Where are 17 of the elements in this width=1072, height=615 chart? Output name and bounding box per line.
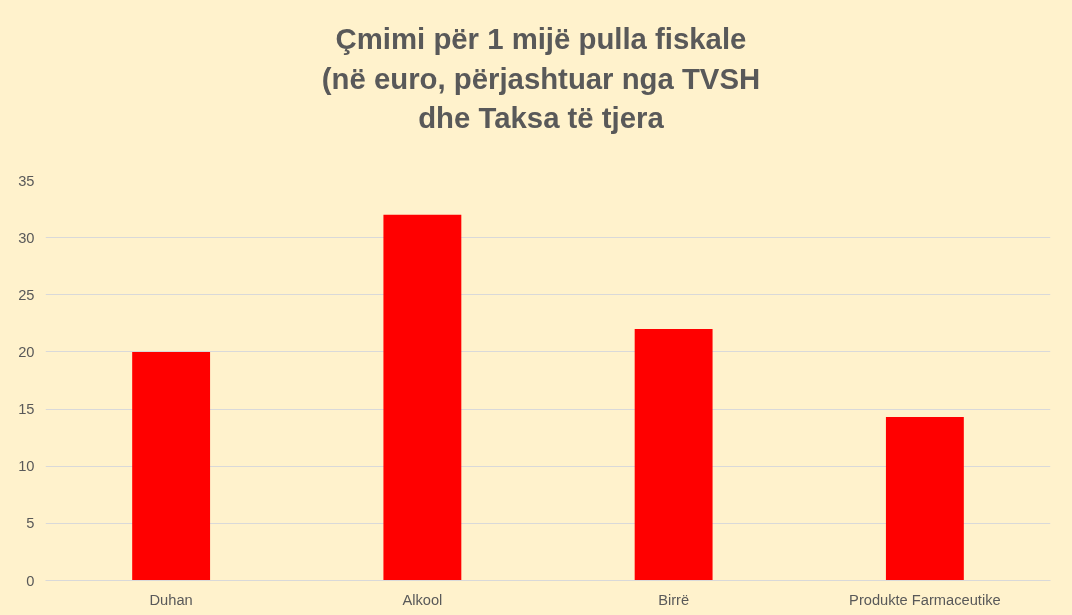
y-tick-label: 30 xyxy=(18,229,35,246)
x-tick-label: Birrë xyxy=(658,591,690,608)
bar xyxy=(634,329,713,581)
bar xyxy=(132,351,211,581)
y-tick-label: 10 xyxy=(18,458,35,475)
y-tick-label: 20 xyxy=(18,343,35,360)
bar xyxy=(383,214,462,581)
x-tick-label: Duhan xyxy=(149,591,193,608)
x-tick-label: Produkte Farmaceutike xyxy=(849,591,1001,608)
chart-title: Çmimi për 1 mijë pulla fiskale (në euro, përjashtuar nga TVSH dhe Taksa të tjera xyxy=(321,21,761,137)
y-tick-label: 35 xyxy=(18,172,35,189)
bar xyxy=(885,417,964,581)
y-tick-label: 15 xyxy=(18,401,35,418)
y-tick-label: 0 xyxy=(26,572,35,589)
y-tick-label: 25 xyxy=(18,286,35,303)
x-tick-label: Alkool xyxy=(402,591,443,608)
y-tick-label: 5 xyxy=(26,515,35,532)
